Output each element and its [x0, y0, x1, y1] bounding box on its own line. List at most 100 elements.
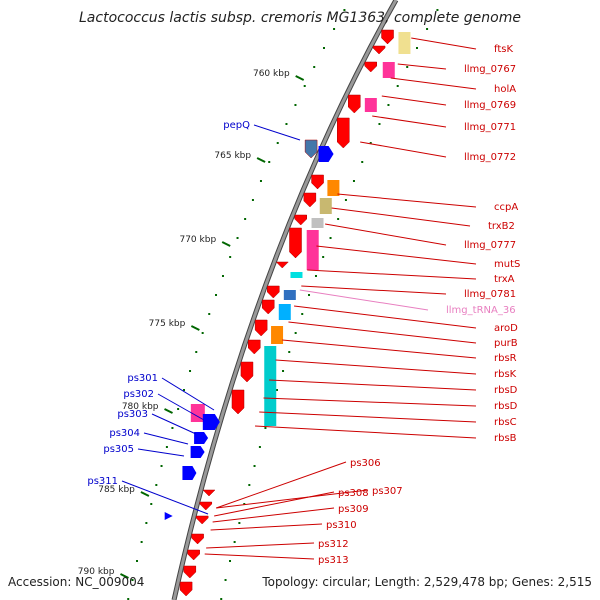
- minor-tick: [182, 389, 185, 391]
- gene-arrow: [311, 174, 324, 190]
- gene-arrow: [199, 501, 213, 511]
- gene-arrow: [337, 117, 350, 149]
- minor-tick: [387, 104, 390, 106]
- minor-tick: [224, 579, 227, 581]
- gene-label: ftsK: [494, 44, 513, 55]
- minor-tick: [301, 313, 304, 315]
- gene-block: [190, 404, 205, 422]
- minor-tick: [253, 465, 256, 467]
- leader-line: [212, 507, 335, 523]
- minor-tick: [426, 28, 429, 30]
- minor-tick: [150, 503, 153, 505]
- leader-line: [275, 359, 477, 375]
- gene-arrow: [164, 512, 173, 520]
- gene-block: [311, 218, 324, 228]
- leader-line: [253, 124, 301, 141]
- gene-arrow: [364, 61, 378, 73]
- minor-tick: [248, 484, 251, 486]
- gene-arrow: [304, 139, 318, 159]
- leader-line: [299, 289, 429, 311]
- tick-label: 770 kbp: [179, 235, 216, 245]
- gene-block: [364, 98, 377, 112]
- minor-tick: [215, 294, 218, 296]
- minor-tick: [220, 598, 223, 600]
- minor-tick: [264, 427, 267, 429]
- minor-tick: [294, 332, 297, 334]
- minor-tick: [343, 9, 346, 11]
- minor-tick: [195, 351, 198, 353]
- genome-summary-text: Topology: circular; Length: 2,529,478 bp…: [261, 575, 592, 589]
- minor-tick: [415, 47, 418, 49]
- gene-label: ps310: [326, 520, 357, 531]
- leader-line: [216, 461, 347, 509]
- leader-line: [316, 245, 477, 265]
- leader-line: [337, 193, 477, 208]
- minor-tick: [233, 541, 236, 543]
- major-tick: [140, 491, 150, 497]
- leader-line: [216, 489, 369, 509]
- minor-tick: [165, 446, 168, 448]
- gene-arrow: [202, 414, 220, 430]
- gene-arrow: [231, 389, 245, 415]
- gene-label: rbsK: [494, 369, 517, 380]
- leader-line: [121, 480, 209, 515]
- tick-layer: 760 kbp 765 kbp 770 kbp 775 kbp 780 kbp 785 k…: [78, 9, 439, 600]
- leader-line: [372, 115, 447, 128]
- map-title: Lactococcus lactis subsp. cremoris MG136…: [79, 10, 521, 26]
- gene-label: ps311: [87, 476, 118, 487]
- gene-label: holA: [494, 84, 516, 95]
- gene-label: trxB2: [488, 221, 515, 232]
- minor-tick: [294, 104, 297, 106]
- gene-label: aroD: [494, 323, 518, 334]
- leader-line: [360, 141, 447, 158]
- gene-arrow: [248, 339, 261, 355]
- leader-line: [210, 523, 323, 531]
- major-tick: [120, 573, 129, 579]
- gene-arrow: [195, 515, 209, 525]
- gene-label: llmg_0769: [464, 100, 516, 111]
- gene-arrow: [303, 192, 317, 208]
- gene-block: [290, 272, 303, 278]
- gene-arrow: [179, 581, 193, 597]
- minor-tick: [131, 579, 134, 581]
- minor-tick: [189, 370, 192, 372]
- leader-line: [137, 448, 185, 457]
- minor-tick: [268, 161, 271, 163]
- leader-line: [143, 432, 189, 445]
- gene-arrow: [267, 285, 280, 299]
- gene-label: llmg_0772: [464, 152, 516, 163]
- major-tick: [190, 325, 200, 331]
- minor-tick: [378, 123, 381, 125]
- backbone-layer: [171, 0, 399, 600]
- gene-label: llmg_tRNA_36: [446, 305, 516, 316]
- minor-tick: [436, 9, 439, 11]
- minor-tick: [160, 465, 163, 467]
- minor-tick: [259, 180, 262, 182]
- minor-tick: [258, 446, 261, 448]
- minor-tick: [177, 408, 180, 410]
- gene-block: [271, 326, 284, 344]
- gene-arrow: [183, 565, 197, 579]
- minor-tick: [236, 237, 239, 239]
- minor-tick: [145, 522, 148, 524]
- gene-label: ccpA: [494, 202, 518, 213]
- minor-tick: [322, 256, 325, 258]
- gene-arrow: [372, 45, 386, 55]
- leader-line: [294, 305, 477, 329]
- gene-label: rbsD: [494, 401, 518, 412]
- major-tick: [221, 241, 231, 247]
- gene-block: [398, 32, 411, 54]
- tick-label: 790 kbp: [78, 567, 115, 577]
- minor-tick: [308, 294, 311, 296]
- gene-label: ps307: [372, 486, 403, 497]
- backbone-arc: [172, 0, 398, 600]
- gene-arrow: [202, 489, 216, 497]
- leader-line: [331, 207, 471, 227]
- minor-tick: [285, 123, 288, 125]
- minor-tick: [333, 28, 336, 30]
- minor-tick: [344, 199, 347, 201]
- minor-tick: [208, 313, 211, 315]
- minor-tick: [136, 560, 139, 562]
- major-tick: [295, 75, 305, 81]
